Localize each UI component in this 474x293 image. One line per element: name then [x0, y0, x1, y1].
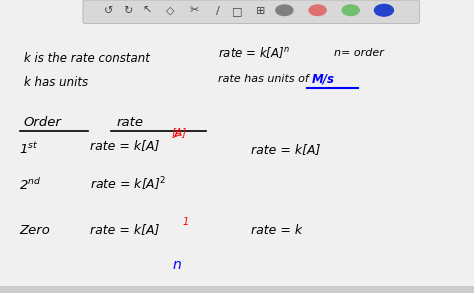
Text: ↺: ↺: [104, 6, 114, 16]
Text: k has units: k has units: [24, 76, 88, 88]
Bar: [0, 286, 474, 293]
Text: rate = k[A]: rate = k[A]: [90, 139, 159, 151]
Text: [A]: [A]: [172, 127, 187, 137]
Text: ◇: ◇: [166, 6, 175, 16]
Text: n: n: [173, 258, 182, 272]
Text: Zero: Zero: [19, 224, 50, 236]
Text: M/s: M/s: [312, 73, 335, 86]
Text: rate: rate: [116, 116, 143, 129]
Text: □: □: [232, 6, 242, 16]
Text: ⊞: ⊞: [256, 6, 265, 16]
Circle shape: [276, 5, 293, 16]
Text: k is the rate constant: k is the rate constant: [24, 52, 150, 65]
Text: ↖: ↖: [142, 6, 152, 16]
Text: rate has units of: rate has units of: [218, 74, 309, 84]
Text: n= order: n= order: [334, 48, 384, 58]
Text: 2$^{nd}$: 2$^{nd}$: [19, 177, 41, 193]
Text: rate = k[A]: rate = k[A]: [251, 143, 320, 156]
Text: rate = k[A]: rate = k[A]: [90, 224, 159, 236]
Text: Order: Order: [24, 116, 62, 129]
Text: rate = k[A]$^n$: rate = k[A]$^n$: [218, 45, 290, 60]
FancyBboxPatch shape: [83, 0, 419, 23]
Text: 1$^{st}$: 1$^{st}$: [19, 142, 38, 157]
Circle shape: [374, 4, 393, 16]
Text: rate = k: rate = k: [251, 224, 302, 236]
Text: 1: 1: [182, 217, 189, 227]
Circle shape: [342, 5, 359, 16]
Text: rate = k[A]$^2$: rate = k[A]$^2$: [90, 176, 166, 193]
Text: /: /: [216, 6, 220, 16]
Text: ✂: ✂: [190, 6, 199, 16]
Text: ↻: ↻: [123, 6, 133, 16]
Circle shape: [309, 5, 326, 16]
